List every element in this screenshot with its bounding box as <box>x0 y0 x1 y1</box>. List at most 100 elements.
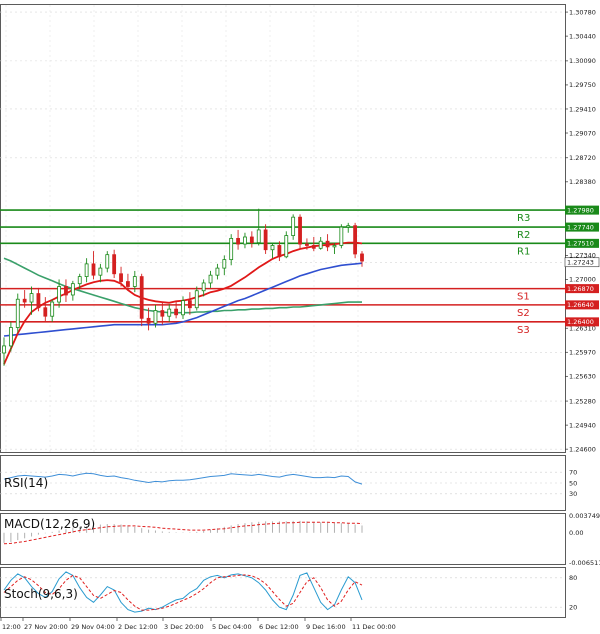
level-price-tag-label: 1.27980 <box>567 206 594 214</box>
candle-body <box>2 345 6 354</box>
level-label-r1: R1 <box>517 246 530 257</box>
candle-body <box>43 307 48 317</box>
candle-body <box>243 236 247 245</box>
candle-body <box>215 267 220 276</box>
x-tick-label: 9 Dec 16:00 <box>306 623 346 631</box>
macd-tick-label: -0.006511 <box>569 559 600 567</box>
sma-blue-line <box>3 262 363 337</box>
candle-body <box>187 300 192 309</box>
candle-body <box>311 245 316 249</box>
candle-body <box>153 310 158 324</box>
candle-body <box>84 263 89 277</box>
x-tick-label: 2 Dec 12:00 <box>118 623 158 631</box>
macd-panel: 0.003749 0.00 -0.006511 <box>3 512 600 567</box>
y-tick-label: 1.25630 <box>569 373 596 381</box>
candle-body <box>50 301 55 317</box>
level-price-tag-label: 1.27510 <box>567 240 594 248</box>
level-label-r3: R3 <box>517 213 530 224</box>
candle-body <box>112 254 117 275</box>
rsi-tick-label: 70 <box>569 469 577 477</box>
y-tick-label: 1.26310 <box>569 325 596 333</box>
candle-body <box>194 290 199 309</box>
candle-body <box>98 267 103 276</box>
candle-body <box>263 229 268 251</box>
x-tick-label: 27 Nov 20:00 <box>24 623 68 631</box>
current-price-tag <box>564 257 600 268</box>
candle-body <box>270 245 275 251</box>
rsi-title: RSI(14) <box>4 476 48 490</box>
y-tick-label: 1.27340 <box>569 252 596 260</box>
candle-body <box>360 253 364 262</box>
x-tick-label: 12:00 <box>2 623 21 631</box>
candle-body <box>146 317 151 324</box>
candle-body <box>201 282 206 292</box>
time-axis: 12:00 27 Nov 20:00 29 Nov 04:00 2 Dec 12:00… <box>0 618 396 631</box>
level-price-tag <box>565 222 599 232</box>
candle-body <box>132 276 137 287</box>
level-label-r2: R2 <box>517 230 530 241</box>
candle-body <box>318 240 323 249</box>
candle-body <box>236 238 240 245</box>
candle-body <box>222 259 227 269</box>
level-label-s1: S1 <box>517 292 530 303</box>
level-price-tag <box>565 300 599 310</box>
candle-body <box>353 225 358 255</box>
x-tick-label: 3 Dec 20:00 <box>164 623 204 631</box>
candle-body <box>277 245 282 258</box>
stoch-tick-label: 80 <box>569 574 577 582</box>
x-tick-label: 29 Nov 04:00 <box>71 623 115 631</box>
y-tick-label: 1.24940 <box>569 421 596 429</box>
macd-title: MACD(12,26,9) <box>4 517 95 531</box>
candle-body <box>174 308 179 316</box>
candle-body <box>105 254 110 269</box>
candle-body <box>249 236 254 244</box>
candle-body <box>22 298 27 303</box>
current-price-label: 1.27243 <box>567 259 594 267</box>
y-tick-label: 1.28720 <box>569 154 596 162</box>
candle-body <box>305 243 309 246</box>
macd-tick-label: 0.00 <box>569 529 583 537</box>
candle-body <box>15 298 20 328</box>
candle-body <box>167 308 172 317</box>
level-price-tag-label: 1.26400 <box>567 318 594 326</box>
candle-body <box>181 300 185 316</box>
candle-body <box>291 216 296 236</box>
x-tick-label: 11 Dec 00:00 <box>352 623 396 631</box>
candle-body <box>339 226 344 246</box>
level-price-tag-label: 1.27740 <box>567 223 594 231</box>
y-tick-label: 1.30090 <box>569 57 596 65</box>
candle-body <box>126 281 130 287</box>
macd-signal-line <box>3 521 363 545</box>
y-tick-label: 1.27000 <box>569 276 596 284</box>
support-resistance-levels: R3 R2 R1 S1 S2 S3 <box>0 209 565 336</box>
stoch-title: Stoch(9,6,3) <box>4 587 78 601</box>
level-price-tag <box>565 205 599 215</box>
stoch-panel-frame <box>0 567 566 618</box>
rsi-line <box>3 472 363 485</box>
candle-body <box>139 276 144 319</box>
candle-body <box>160 310 165 317</box>
stoch-d-line <box>3 574 363 611</box>
y-tick-label: 1.29750 <box>569 81 596 89</box>
candle-body <box>119 273 123 282</box>
x-tick-label: 6 Dec 12:00 <box>259 623 299 631</box>
macd-panel-frame <box>0 513 566 565</box>
level-price-tag <box>565 284 599 294</box>
y-tick-label: 1.30440 <box>569 32 596 40</box>
level-label-s2: S2 <box>517 308 530 319</box>
level-label-s3: S3 <box>517 325 530 336</box>
stoch-panel: 80 20 <box>0 571 577 613</box>
y-tick-label: 1.29070 <box>569 129 596 137</box>
level-price-tag <box>565 317 599 327</box>
candle-body <box>29 293 34 303</box>
stoch-k-line <box>3 571 363 613</box>
candle-body <box>91 263 96 276</box>
level-price-tag-label: 1.26640 <box>567 301 594 309</box>
x-tick-label: 5 Dec 04:00 <box>212 623 252 631</box>
y-tick-label: 1.25970 <box>569 349 596 357</box>
level-price-tags: 1.27980 1.27740 1.27510 1.26870 1.26640 1.264… <box>564 205 600 327</box>
candle-body <box>284 235 289 258</box>
candle-body <box>229 238 234 261</box>
candle-body <box>325 240 330 248</box>
